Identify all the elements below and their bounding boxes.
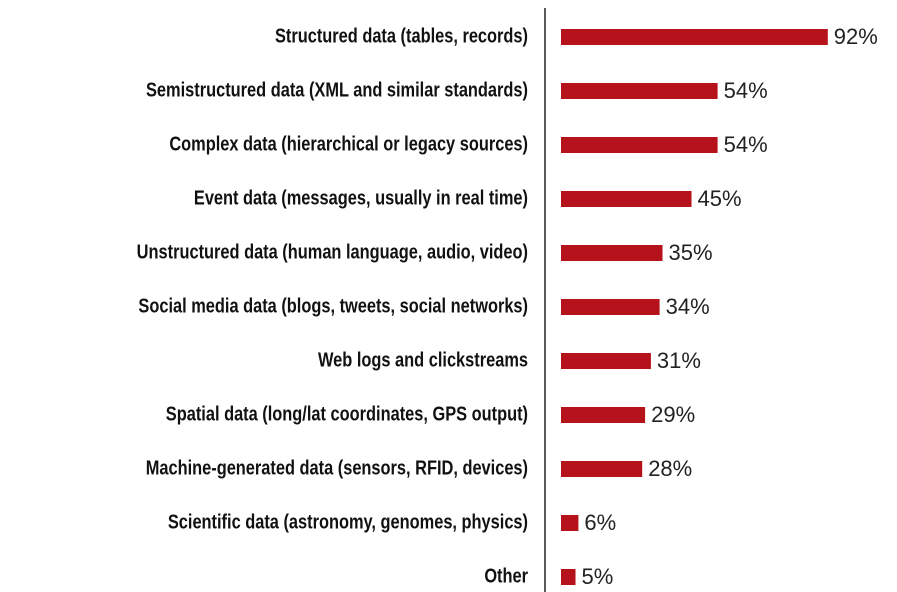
category-label: Scientific data (astronomy, genomes, phy… [168,510,528,533]
category-label: Web logs and clickstreams [318,348,528,371]
value-label: 5% [582,564,614,589]
category-label-group: Scientific data (astronomy, genomes, phy… [168,510,528,533]
category-label-group: Spatial data (long/lat coordinates, GPS … [166,402,528,425]
value-label: 54% [724,78,768,103]
bar [561,407,646,423]
value-label: 6% [584,510,616,535]
category-label-group: Structured data (tables, records) [275,24,528,47]
category-label: Social media data (blogs, tweets, social… [138,294,528,317]
value-label: 34% [666,294,710,319]
category-label: Semistructured data (XML and similar sta… [146,78,528,101]
category-label-group: Machine-generated data (sensors, RFID, d… [146,456,528,479]
value-label: 31% [657,348,701,373]
value-label: 35% [669,240,713,265]
category-label: Complex data (hierarchical or legacy sou… [169,132,528,155]
bar [561,83,718,99]
category-label-group: Other [484,564,528,587]
value-label: 54% [724,132,768,157]
category-label-group: Complex data (hierarchical or legacy sou… [169,132,528,155]
category-label: Unstructured data (human language, audio… [137,240,528,263]
value-label: 28% [648,456,692,481]
bar [561,353,651,369]
category-label: Spatial data (long/lat coordinates, GPS … [166,402,528,425]
bar [561,191,692,207]
value-label: 45% [698,186,742,211]
category-label: Machine-generated data (sensors, RFID, d… [146,456,528,479]
category-label: Event data (messages, usually in real ti… [194,186,528,209]
bar [561,515,579,531]
category-label-group: Semistructured data (XML and similar sta… [146,78,528,101]
category-label: Structured data (tables, records) [275,24,528,47]
category-label-group: Web logs and clickstreams [318,348,528,371]
value-label: 92% [834,24,878,49]
category-label-group: Event data (messages, usually in real ti… [194,186,528,209]
bar [561,461,643,477]
bar [561,245,663,261]
category-label-group: Unstructured data (human language, audio… [137,240,528,263]
bar [561,299,660,315]
category-label-group: Social media data (blogs, tweets, social… [138,294,528,317]
bar [561,137,718,153]
bar [561,29,828,45]
value-label: 29% [651,402,695,427]
bar [561,569,576,585]
category-label: Other [484,564,528,587]
